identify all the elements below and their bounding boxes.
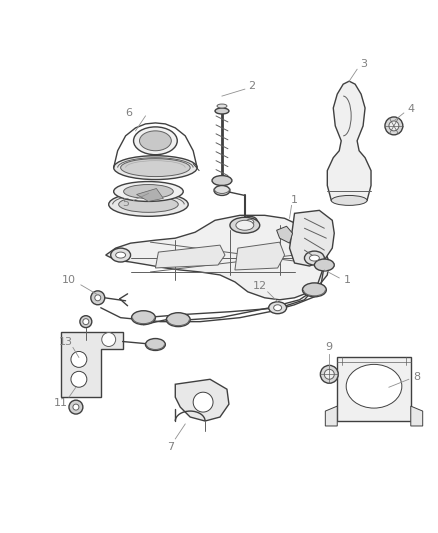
Text: 1: 1 [344,275,351,285]
Ellipse shape [274,305,282,311]
Text: 4: 4 [407,104,414,114]
Text: 2: 2 [248,81,255,91]
Text: 6: 6 [125,108,132,118]
Ellipse shape [193,392,213,412]
Ellipse shape [389,121,399,131]
Text: 12: 12 [253,281,267,291]
Ellipse shape [268,302,286,314]
Ellipse shape [131,311,155,325]
Ellipse shape [236,220,254,230]
Polygon shape [61,332,123,397]
Ellipse shape [120,159,190,176]
Polygon shape [290,211,334,266]
Ellipse shape [314,259,334,271]
Ellipse shape [73,404,79,410]
Text: 7: 7 [167,442,174,452]
Text: 11: 11 [54,398,68,408]
Ellipse shape [320,365,338,383]
Text: 8: 8 [413,372,420,382]
Ellipse shape [114,156,197,180]
Polygon shape [155,245,225,268]
Ellipse shape [145,338,165,351]
Polygon shape [411,406,423,426]
Ellipse shape [214,185,230,196]
Ellipse shape [140,131,171,151]
Ellipse shape [246,219,254,225]
Ellipse shape [83,319,89,325]
Ellipse shape [303,283,326,297]
Ellipse shape [102,333,116,346]
Polygon shape [277,226,293,243]
Ellipse shape [114,182,183,201]
Ellipse shape [71,372,87,387]
Ellipse shape [230,217,260,233]
Ellipse shape [331,196,367,205]
Ellipse shape [71,351,87,367]
Text: 10: 10 [62,275,76,285]
Polygon shape [137,189,163,201]
Ellipse shape [91,291,105,305]
Polygon shape [175,379,229,421]
Ellipse shape [309,255,319,261]
Polygon shape [337,358,411,421]
Ellipse shape [212,175,232,185]
Ellipse shape [304,251,324,265]
Ellipse shape [109,192,188,216]
Ellipse shape [134,127,177,155]
Text: 1: 1 [291,196,298,205]
Text: 13: 13 [59,336,73,346]
Ellipse shape [215,108,229,114]
Ellipse shape [69,400,83,414]
Ellipse shape [80,316,92,328]
Ellipse shape [346,365,402,408]
Ellipse shape [124,184,173,198]
Polygon shape [235,242,285,270]
Ellipse shape [119,197,178,212]
Text: 3: 3 [360,59,367,69]
Ellipse shape [166,313,190,327]
Text: 9: 9 [326,343,333,352]
Polygon shape [327,81,371,200]
Text: 5: 5 [122,198,129,208]
Ellipse shape [217,104,227,108]
Polygon shape [106,215,329,300]
Ellipse shape [111,248,131,262]
Ellipse shape [385,117,403,135]
Ellipse shape [116,252,126,258]
Ellipse shape [95,295,101,301]
Ellipse shape [324,369,334,379]
Polygon shape [325,406,337,426]
Ellipse shape [242,216,258,228]
